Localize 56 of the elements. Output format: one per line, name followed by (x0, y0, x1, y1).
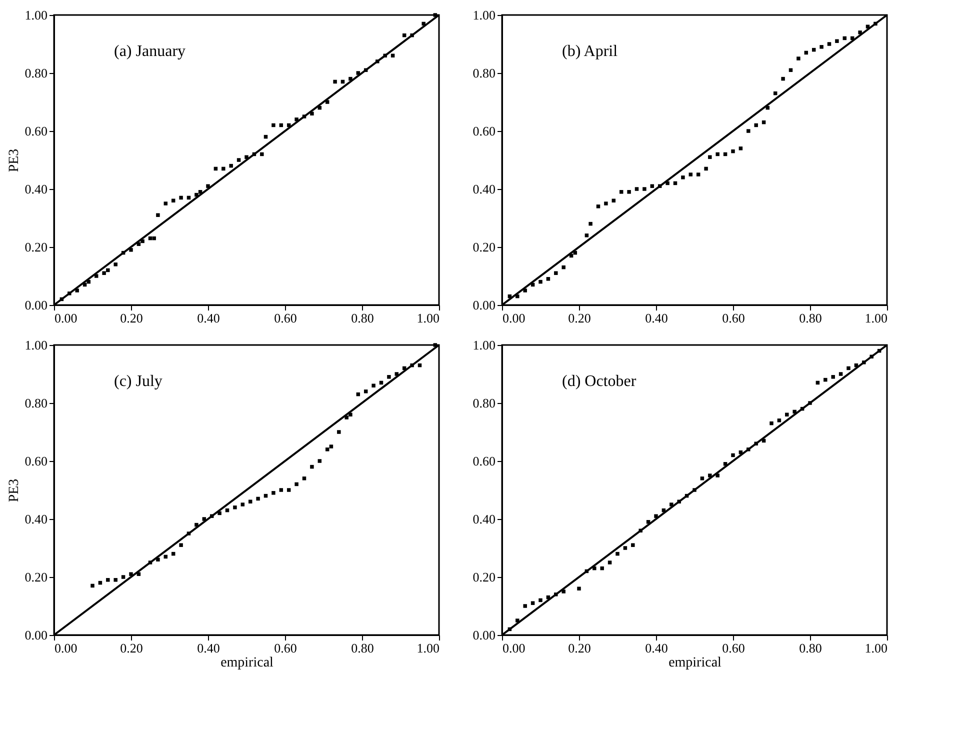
y-tick-label: 0.80 (472, 396, 496, 410)
x-tick-label: 1.00 (864, 640, 888, 656)
x-tick-label: 0.80 (351, 310, 374, 326)
y-tick-label: 0.60 (472, 124, 496, 138)
x-axis-title: empirical (668, 656, 722, 670)
y-tick-label: 0.00 (472, 298, 496, 312)
y-tick-label: 0.20 (24, 240, 48, 254)
x-tick-label: 0.20 (568, 310, 591, 326)
y-tick-label: 0.20 (472, 240, 496, 254)
x-tick-label: 0.80 (351, 640, 374, 656)
x-tick-label: 0.20 (120, 640, 143, 656)
x-tick-label: 0.40 (197, 640, 220, 656)
x-tick-label: 0.80 (799, 310, 822, 326)
y-tick-label: 0.80 (24, 66, 48, 80)
y-tick-label: 0.40 (472, 512, 496, 526)
y-tick-label: 1.00 (472, 8, 496, 22)
y-tick-label: 0.60 (472, 454, 496, 468)
x-tick-label: 0.60 (274, 640, 297, 656)
y-axis-title: PE3 (6, 478, 22, 502)
y-tick-label: 0.60 (24, 454, 48, 468)
x-tick-label: 0.00 (502, 310, 526, 326)
x-tick-label: 0.00 (54, 640, 78, 656)
x-tick-label: 0.60 (722, 640, 745, 656)
y-tick-label: 0.40 (24, 182, 48, 196)
x-tick-label: 0.00 (502, 640, 526, 656)
x-tick-label: 0.40 (197, 310, 220, 326)
y-tick-label: 1.00 (472, 338, 496, 352)
x-tick-label: 0.80 (799, 640, 822, 656)
annotation: (a) January (114, 43, 186, 60)
y-tick-label: 1.00 (24, 338, 48, 352)
x-axis-title: empirical (220, 656, 274, 670)
x-tick-label: 1.00 (864, 310, 888, 326)
y-tick-label: 0.00 (472, 628, 496, 642)
x-tick-label: 0.60 (722, 310, 745, 326)
x-tick-label: 0.40 (645, 310, 668, 326)
x-tick-label: 0.40 (645, 640, 668, 656)
x-tick-label: 0.20 (120, 310, 143, 326)
y-tick-label: 0.60 (24, 124, 48, 138)
y-tick-label: 0.40 (24, 512, 48, 526)
y-tick-label: 0.00 (24, 298, 48, 312)
x-tick-label: 0.60 (274, 310, 297, 326)
annotation: (b) April (562, 43, 618, 60)
y-axis-title: PE3 (6, 148, 22, 172)
y-tick-label: 0.20 (472, 570, 496, 584)
annotation: (c) July (114, 373, 162, 390)
y-tick-label: 0.80 (472, 66, 496, 80)
x-tick-label: 0.00 (54, 310, 78, 326)
y-tick-label: 0.20 (24, 570, 48, 584)
y-tick-label: 0.80 (24, 396, 48, 410)
x-tick-label: 0.20 (568, 640, 591, 656)
annotation: (d) October (562, 373, 637, 390)
y-tick-label: 1.00 (24, 8, 48, 22)
y-tick-label: 0.40 (472, 182, 496, 196)
y-tick-label: 0.00 (24, 628, 48, 642)
x-tick-label: 1.00 (416, 310, 440, 326)
x-tick-label: 1.00 (416, 640, 440, 656)
